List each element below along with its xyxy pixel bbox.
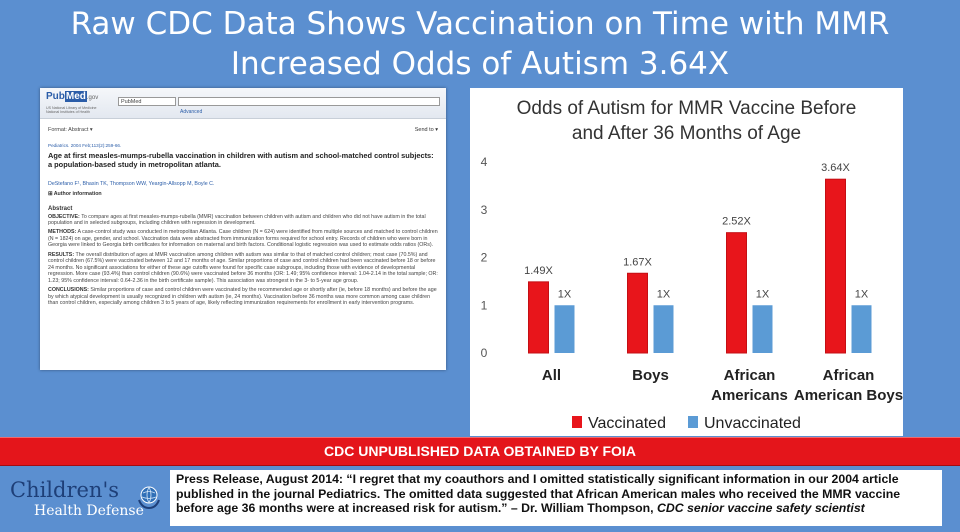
conclusions-text: Similar proportions of case and control … — [48, 287, 437, 307]
data-label: 1X — [657, 288, 671, 300]
abstract-results: RESULTS: The overall distribution of age… — [48, 252, 440, 285]
bar-vaccinated — [726, 232, 747, 354]
bar-unvaccinated — [653, 305, 674, 353]
x-category-label: African — [823, 367, 875, 384]
objective-text: To compare ages at first measles-mumps-r… — [48, 213, 426, 227]
data-label: 1.67X — [623, 256, 652, 268]
y-tick-label: 3 — [481, 203, 488, 217]
x-category-label: All — [542, 367, 561, 384]
nlm-line1: US National Library of Medicine — [46, 106, 97, 110]
y-tick-label: 1 — [481, 298, 488, 312]
press-release-quote: Press Release, August 2014: “I regret th… — [170, 470, 942, 526]
abstract-methods: METHODS: A case-control study was conduc… — [48, 229, 440, 249]
childrens-health-defense-logo: Children's Health Defense — [10, 478, 160, 528]
bar-vaccinated — [528, 281, 549, 354]
data-label: 1X — [756, 288, 770, 300]
journal-citation[interactable]: Pediatrics. 2004 Feb;113(2):259-66. — [48, 143, 122, 148]
logo-line2: Health Defense — [34, 503, 144, 519]
results-text: The overall distribution of ages at MMR … — [48, 251, 438, 284]
y-tick-label: 2 — [481, 251, 488, 265]
abstract-conclusions: CONCLUSIONS: Similar proportions of case… — [48, 287, 440, 307]
abstract-heading: Abstract — [48, 206, 73, 212]
pubmed-logo[interactable]: PubMed.gov — [46, 91, 99, 102]
legend-swatch-unvaccinated — [688, 416, 698, 428]
database-select[interactable]: PubMed — [118, 97, 176, 106]
methods-text: A case-control study was conducted in me… — [48, 229, 438, 249]
bar-unvaccinated — [554, 305, 575, 353]
nlm-line2: National Institutes of Health — [46, 110, 90, 114]
press-quote-text: Press Release, August 2014: “I regret th… — [176, 472, 901, 515]
pubmed-header: PubMed.gov US National Library of Medici… — [40, 88, 446, 119]
data-label: 2.52X — [722, 216, 751, 228]
bar-chart: 0 1 2 3 4 1.49X 1X All 1.67X 1X Boys 2.52X 1X African… — [481, 155, 903, 432]
x-category-label: Boys — [632, 367, 669, 384]
x-category-label: African — [724, 367, 776, 384]
bar-unvaccinated — [851, 305, 872, 353]
pubmed-abstract-screenshot: PubMed.gov US National Library of Medici… — [40, 88, 446, 370]
nlm-caption: US National Library of Medicine National … — [46, 106, 97, 114]
logo-pub: Pub — [46, 91, 65, 102]
x-category-label: Americans — [711, 387, 788, 404]
chart-title-line2: and After 36 Months of Age — [571, 123, 802, 144]
objective-label: OBJECTIVE: — [48, 213, 80, 220]
send-to-dropdown[interactable]: Send to ▾ — [414, 127, 438, 133]
y-tick-label: 4 — [481, 155, 488, 169]
logo-line1: Children's — [10, 478, 120, 502]
bar-vaccinated — [825, 178, 846, 354]
logo-med: Med — [64, 91, 87, 102]
methods-label: METHODS: — [48, 229, 77, 236]
results-label: RESULTS: — [48, 251, 75, 258]
chart-panel: Odds of Autism for MMR Vaccine Before an… — [470, 88, 903, 436]
press-quote-role: CDC senior vaccine safety scientist — [656, 501, 865, 515]
search-input[interactable] — [178, 97, 440, 106]
advanced-search-link[interactable]: Advanced — [180, 109, 203, 115]
foia-banner: CDC UNPUBLISHED DATA OBTAINED BY FOIA — [0, 437, 960, 466]
chart-title-line1: Odds of Autism for MMR Vaccine Before — [516, 98, 857, 119]
format-dropdown[interactable]: Format: Abstract ▾ — [48, 127, 93, 133]
globe-hands-icon — [138, 486, 160, 510]
headline: Raw CDC Data Shows Vaccination on Time w… — [70, 6, 890, 82]
article-authors[interactable]: DeStefano F¹, Bhasin TK, Thompson WW, Ye… — [48, 181, 215, 187]
data-label: 3.64X — [821, 162, 850, 174]
data-label: 1.49X — [524, 265, 553, 277]
x-category-label: American Boys — [794, 387, 903, 404]
bar-unvaccinated — [752, 305, 773, 353]
y-tick-label: 0 — [481, 346, 488, 360]
legend-swatch-vaccinated — [572, 416, 582, 428]
bar-vaccinated — [627, 272, 648, 354]
logo-gov: .gov — [86, 95, 99, 101]
article-title: Age at first measles-mumps-rubella vacci… — [48, 151, 434, 170]
legend-label-unvaccinated: Unvaccinated — [704, 415, 801, 432]
abstract-objective: OBJECTIVE: To compare ages at first meas… — [48, 214, 440, 227]
chart-title: Odds of Autism for MMR Vaccine Before an… — [480, 96, 893, 146]
legend-label-vaccinated: Vaccinated — [588, 415, 666, 432]
abstract-body: Abstract OBJECTIVE: To compare ages at f… — [48, 206, 440, 309]
data-label: 1X — [558, 288, 572, 300]
conclusions-label: CONCLUSIONS: — [48, 287, 89, 294]
data-label: 1X — [855, 288, 869, 300]
author-information-toggle[interactable]: ⊞ Author information — [48, 191, 102, 197]
